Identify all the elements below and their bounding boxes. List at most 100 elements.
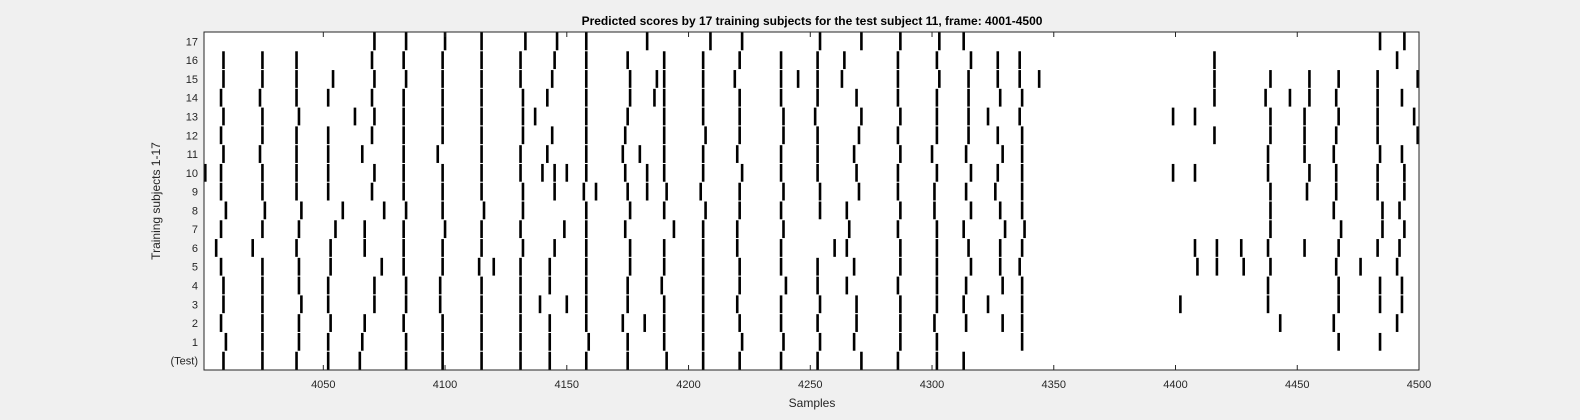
x-tick-label-9: 4500 [1407,379,1431,391]
raster-mark-row-4-11 [626,276,629,295]
raster-mark-row-14-16 [779,88,783,107]
y-tick-label-5: 5 [192,262,198,274]
raster-mark-row-10-28 [1193,163,1197,182]
raster-mark-row-14-9 [546,88,549,107]
raster-mark-row-2-23 [1020,314,1024,332]
raster-mark-row-12-0 [219,126,223,145]
raster-mark-row-5-18 [852,257,856,276]
raster-mark-row-5-1 [261,257,264,276]
raster-mark-row-10-5 [373,163,376,182]
raster-mark-row-7-3 [334,220,337,239]
raster-mark-row-11-11 [621,145,625,163]
raster-mark-row-17-5 [555,32,559,51]
raster-mark-row-13-1 [261,107,264,126]
raster-mark-row-3-16 [779,295,783,314]
raster-mark-row-5-26 [1242,257,1245,276]
raster-mark-row-10-30 [1308,163,1311,182]
raster-mark-row-13-14 [738,107,741,126]
raster-mark-row-0-13 [701,351,705,370]
raster-mark-row-12-7 [480,126,483,145]
raster-mark-row-0-14 [738,351,741,370]
raster-mark-row-7-9 [563,220,566,239]
raster-mark-row-16-8 [553,51,556,70]
raster-mark-row-15-31 [1416,70,1419,88]
raster-mark-row-12-25 [1303,126,1306,145]
raster-mark-row-17-11 [860,32,863,51]
raster-mark-row-2-25 [1332,314,1336,332]
raster-mark-row-9-23 [994,182,997,201]
raster-mark-row-2-22 [1001,314,1004,332]
raster-mark-row-8-22 [1269,201,1272,220]
raster-mark-row-9-4 [370,182,374,201]
raster-mark-row-3-26 [1337,295,1340,314]
raster-mark-row-5-24 [1196,257,1199,276]
raster-mark-row-7-10 [584,220,588,239]
raster-mark-row-7-11 [623,220,627,239]
raster-mark-row-14-13 [662,88,666,107]
raster-mark-row-5-23 [1018,257,1021,276]
raster-mark-row-6-14 [735,239,739,257]
raster-mark-row-5-0 [219,257,223,276]
raster-mark-row-11-9 [546,145,549,163]
raster-mark-row-13-11 [626,107,629,126]
raster-mark-row-1-1 [261,332,264,351]
raster-mark-row-14-5 [402,88,405,107]
raster-mark-row-6-25 [1239,239,1243,257]
raster-mark-row-3-20 [935,295,939,314]
raster-mark-row-11-26 [1332,145,1336,163]
raster-mark-row-15-1 [261,70,264,88]
raster-mark-row-3-8 [519,295,522,314]
raster-mark-row-2-24 [1278,314,1282,332]
raster-mark-row-9-25 [1269,182,1272,201]
raster-mark-row-13-9 [533,107,537,126]
raster-mark-row-3-25 [1266,295,1270,314]
raster-mark-row-8-5 [404,201,408,220]
raster-mark-row-6-29 [1376,239,1379,257]
raster-mark-row-13-23 [1171,107,1175,126]
raster-mark-row-6-9 [553,239,556,257]
raster-mark-row-5-7 [477,257,481,276]
raster-mark-row-11-8 [519,145,522,163]
raster-mark-row-17-8 [709,32,712,51]
raster-mark-row-2-1 [261,314,264,332]
raster-mark-row-6-16 [833,239,836,257]
raster-mark-row-11-19 [899,145,902,163]
raster-mark-row-4-14 [738,276,741,295]
raster-mark-row-14-25 [1264,88,1267,107]
raster-mark-row-16-12 [701,51,705,70]
raster-mark-row-6-8 [521,239,525,257]
raster-mark-row-6-22 [1020,239,1024,257]
raster-mark-row-1-11 [626,332,629,351]
raster-mark-row-3-5 [404,295,408,314]
raster-mark-row-0-11 [626,351,629,370]
raster-mark-row-12-28 [1416,126,1419,145]
raster-mark-row-15-14 [701,70,705,88]
raster-mark-row-0-12 [665,351,668,370]
raster-mark-row-16-6 [480,51,483,70]
raster-mark-row-3-9 [538,295,542,314]
raster-mark-row-13-12 [662,107,666,126]
raster-mark-row-9-2 [295,182,298,201]
raster-mark-row-15-3 [331,70,335,88]
raster-mark-row-9-15 [699,182,703,201]
raster-mark-row-8-17 [899,201,902,220]
raster-mark-row-12-19 [935,126,939,145]
raster-mark-row-1-14 [740,332,744,351]
raster-mark-row-12-21 [996,126,1000,145]
raster-mark-row-12-26 [1334,126,1338,145]
y-tick-label-13: 13 [186,112,198,124]
raster-mark-row-15-16 [779,70,783,88]
raster-mark-row-12-15 [782,126,785,145]
raster-mark-row-8-16 [845,201,849,220]
raster-mark-row-5-3 [329,257,332,276]
raster-mark-row-13-28 [1376,107,1379,126]
raster-mark-row-8-18 [933,201,936,220]
raster-mark-row-9-1 [261,182,264,201]
raster-mark-row-0-7 [480,351,483,370]
raster-mark-row-11-3 [326,145,330,163]
raster-mark-row-1-5 [404,332,408,351]
raster-mark-row-10-3 [295,163,298,182]
raster-mark-row-16-13 [738,51,741,70]
raster-mark-row-9-19 [857,182,861,201]
raster-mark-row-12-1 [261,126,264,145]
